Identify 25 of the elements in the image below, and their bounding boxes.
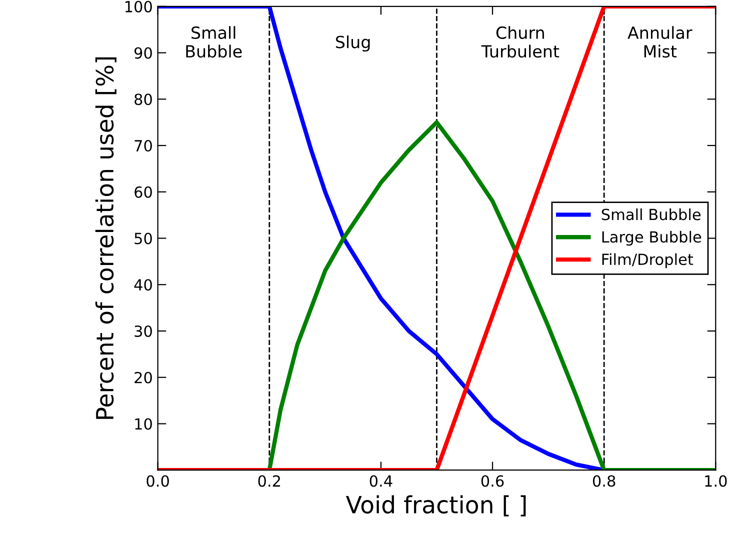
x-tick-label: 0.2: [258, 475, 280, 487]
y-axis-title: Percent of correlation used [%]: [95, 57, 116, 419]
x-tick-label: 0.8: [592, 475, 616, 487]
annotation: Churn Turbulent: [481, 26, 560, 58]
x-tick-label: 0.6: [481, 475, 504, 487]
y-tick-label: 30: [134, 325, 152, 338]
y-tick-label: 80: [134, 94, 152, 106]
x-tick-label: 0.4: [370, 475, 392, 487]
y-tick-label: 70: [134, 140, 152, 152]
annotation: Annular Mist: [628, 26, 692, 58]
x-tick-label: 0.0: [146, 475, 169, 487]
y-tick-label: 50: [134, 232, 152, 244]
x-axis-title: Void fraction [ ]: [346, 495, 526, 516]
y-tick-label: 20: [134, 372, 152, 384]
y-tick-label: 90: [134, 47, 152, 59]
y-tick-label: 40: [134, 279, 152, 291]
y-tick-label: 10: [135, 418, 152, 430]
y-tick-label: 60: [134, 186, 152, 198]
annotation: Slug: [336, 35, 370, 52]
legend-label: Small Bubble: [602, 208, 701, 220]
legend-label: Film/Droplet: [602, 253, 694, 268]
legend-label: Large Bubble: [602, 230, 702, 246]
annotation: Small Bubble: [186, 26, 242, 58]
x-tick-label: 1.0: [705, 475, 727, 487]
y-tick-label: 100: [125, 0, 152, 12]
